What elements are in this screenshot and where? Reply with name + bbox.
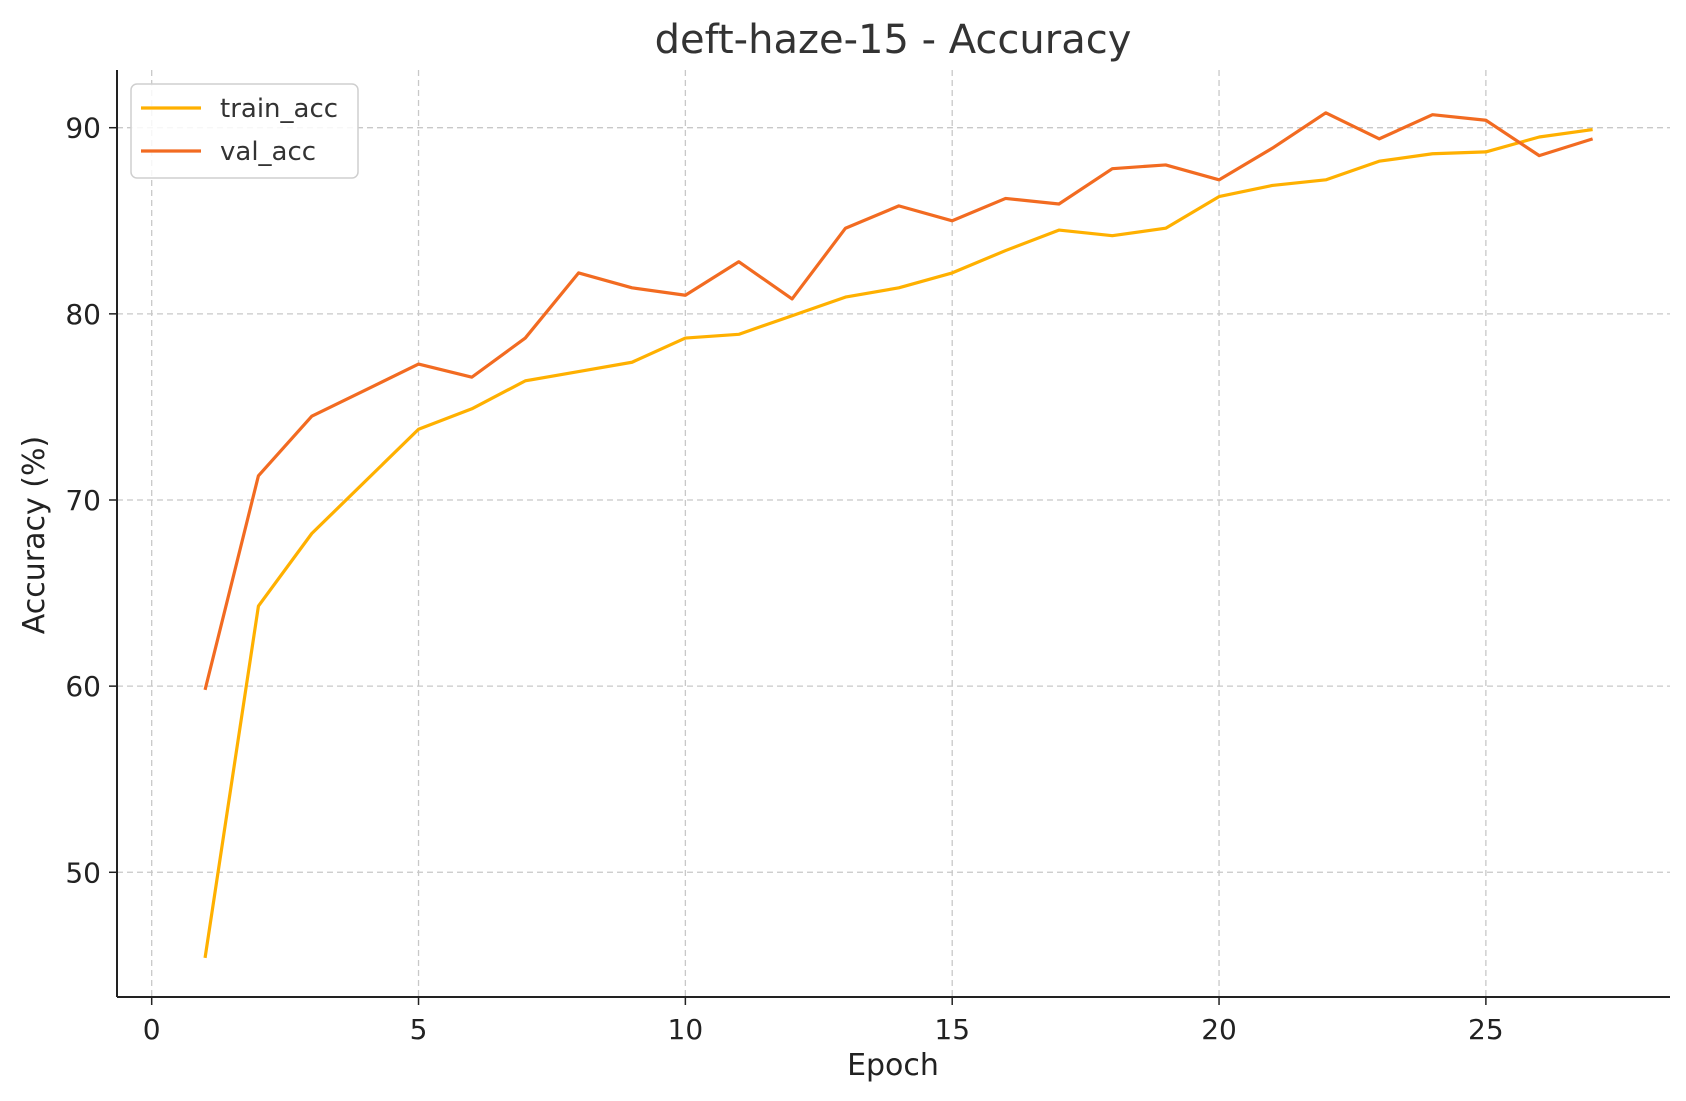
x-tick-label: 20 — [1201, 1013, 1237, 1046]
series-line-val-acc — [203, 111, 1594, 691]
chart-title: deft-haze-15 - Accuracy — [655, 17, 1132, 63]
series-line-train-acc — [203, 127, 1593, 959]
x-tick-label: 0 — [143, 1013, 161, 1046]
x-tick-label: 15 — [934, 1013, 970, 1046]
y-tick-labels: 50 60 70 80 90 — [65, 112, 101, 890]
legend: train_acc val_acc — [130, 83, 359, 179]
y-tick-label: 90 — [65, 112, 101, 145]
y-tick-label: 50 — [65, 856, 101, 889]
y-tick-label: 60 — [65, 670, 101, 703]
legend-label-val-acc: val_acc — [220, 137, 316, 167]
x-tick-labels: 0 5 10 15 20 25 — [143, 1013, 1504, 1046]
y-axis-label: Accuracy (%) — [17, 436, 52, 634]
series-group — [203, 111, 1594, 959]
y-tick-label: 80 — [65, 298, 101, 331]
axes-group — [109, 70, 1670, 1005]
x-axis-label: Epoch — [847, 1048, 939, 1083]
x-tick-label: 5 — [410, 1013, 428, 1046]
legend-label-train-acc: train_acc — [220, 94, 338, 124]
y-tick-label: 70 — [65, 484, 101, 517]
x-tick-label: 25 — [1468, 1013, 1504, 1046]
grid-lines — [117, 70, 1670, 997]
x-tick-label: 10 — [668, 1013, 704, 1046]
